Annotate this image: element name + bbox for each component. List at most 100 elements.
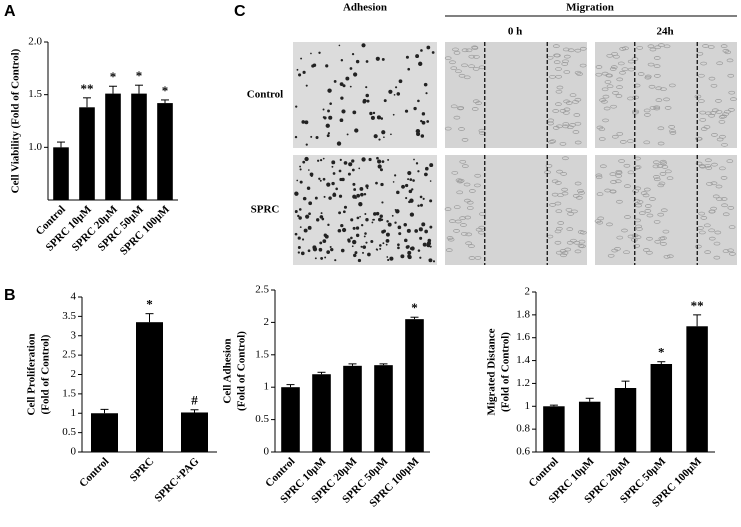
cell — [669, 83, 676, 88]
cell — [649, 47, 657, 52]
cell — [397, 225, 402, 230]
y-tick-label: 2 — [264, 316, 270, 328]
cell — [400, 254, 405, 259]
cell — [711, 162, 718, 167]
cell — [387, 258, 390, 262]
cell — [389, 256, 394, 261]
cell — [455, 178, 463, 183]
cell — [353, 253, 357, 258]
cell — [708, 236, 716, 241]
significance: * — [411, 300, 418, 315]
cell — [372, 111, 376, 115]
cell — [308, 201, 313, 206]
cell — [643, 187, 651, 192]
cell — [478, 230, 485, 235]
cell — [638, 211, 646, 216]
cell — [556, 169, 563, 174]
cell — [349, 67, 353, 70]
cell — [660, 161, 667, 166]
cell — [350, 236, 353, 240]
cell — [369, 111, 373, 116]
cell — [720, 114, 727, 119]
cell — [637, 72, 645, 76]
cell — [553, 60, 561, 64]
cell — [298, 208, 302, 211]
cell — [611, 134, 619, 139]
cell — [600, 164, 607, 169]
cell — [417, 249, 421, 252]
cell — [321, 217, 325, 221]
significance: * — [162, 83, 169, 98]
cell — [712, 194, 720, 199]
cell — [294, 232, 298, 236]
cell — [562, 156, 569, 161]
cell — [298, 73, 302, 77]
cell — [420, 119, 423, 123]
cell — [646, 250, 653, 255]
cell — [579, 63, 587, 68]
cell — [616, 85, 623, 89]
cell — [660, 242, 667, 246]
cell — [556, 226, 563, 231]
cell — [365, 86, 368, 89]
cell — [654, 74, 661, 78]
cell — [381, 57, 385, 61]
cell — [658, 181, 666, 186]
cell — [601, 87, 609, 92]
cell — [668, 125, 676, 129]
cell — [716, 61, 723, 66]
cell — [375, 181, 378, 185]
bar — [79, 107, 95, 200]
cell — [428, 258, 433, 263]
cell — [570, 238, 577, 243]
cell — [335, 187, 338, 191]
cell — [365, 241, 368, 244]
cell — [459, 159, 467, 164]
cell — [718, 115, 726, 119]
cell — [338, 194, 343, 198]
cell — [644, 113, 651, 117]
cell — [329, 245, 332, 248]
cell — [460, 231, 468, 236]
cell — [475, 101, 482, 105]
cell — [429, 245, 432, 248]
cell — [375, 56, 380, 61]
cell — [468, 54, 476, 59]
cell — [319, 179, 322, 182]
cell — [653, 219, 661, 224]
y-axis-label: (Fold of Control) — [236, 331, 248, 411]
cell — [704, 163, 712, 168]
cell — [352, 110, 357, 115]
cell — [305, 143, 308, 146]
cell — [334, 259, 337, 262]
y-tick-label: 1.5 — [255, 348, 269, 360]
cell — [419, 236, 423, 240]
cell — [662, 229, 670, 234]
y-tick-label: 3.5 — [62, 310, 76, 322]
cell — [304, 120, 309, 125]
y-tick-label: 0.5 — [255, 413, 269, 425]
cell — [663, 97, 670, 102]
cell — [354, 128, 359, 133]
cell — [643, 108, 651, 113]
cell — [615, 94, 623, 98]
bar — [53, 147, 69, 200]
y-axis-label: (Fold of Control) — [40, 334, 52, 414]
cell — [444, 207, 452, 211]
cell — [331, 160, 336, 165]
cell — [348, 162, 353, 167]
cell — [616, 235, 624, 240]
cell — [643, 248, 650, 252]
cell — [640, 191, 648, 195]
cell — [710, 83, 718, 88]
cell — [364, 213, 367, 216]
cell — [351, 245, 354, 248]
cell — [648, 84, 656, 89]
cell — [299, 226, 302, 229]
significance: * — [110, 69, 117, 84]
cell — [401, 184, 405, 189]
cell — [456, 190, 464, 195]
cell — [375, 211, 380, 216]
cell — [315, 136, 319, 140]
cell — [421, 112, 426, 116]
